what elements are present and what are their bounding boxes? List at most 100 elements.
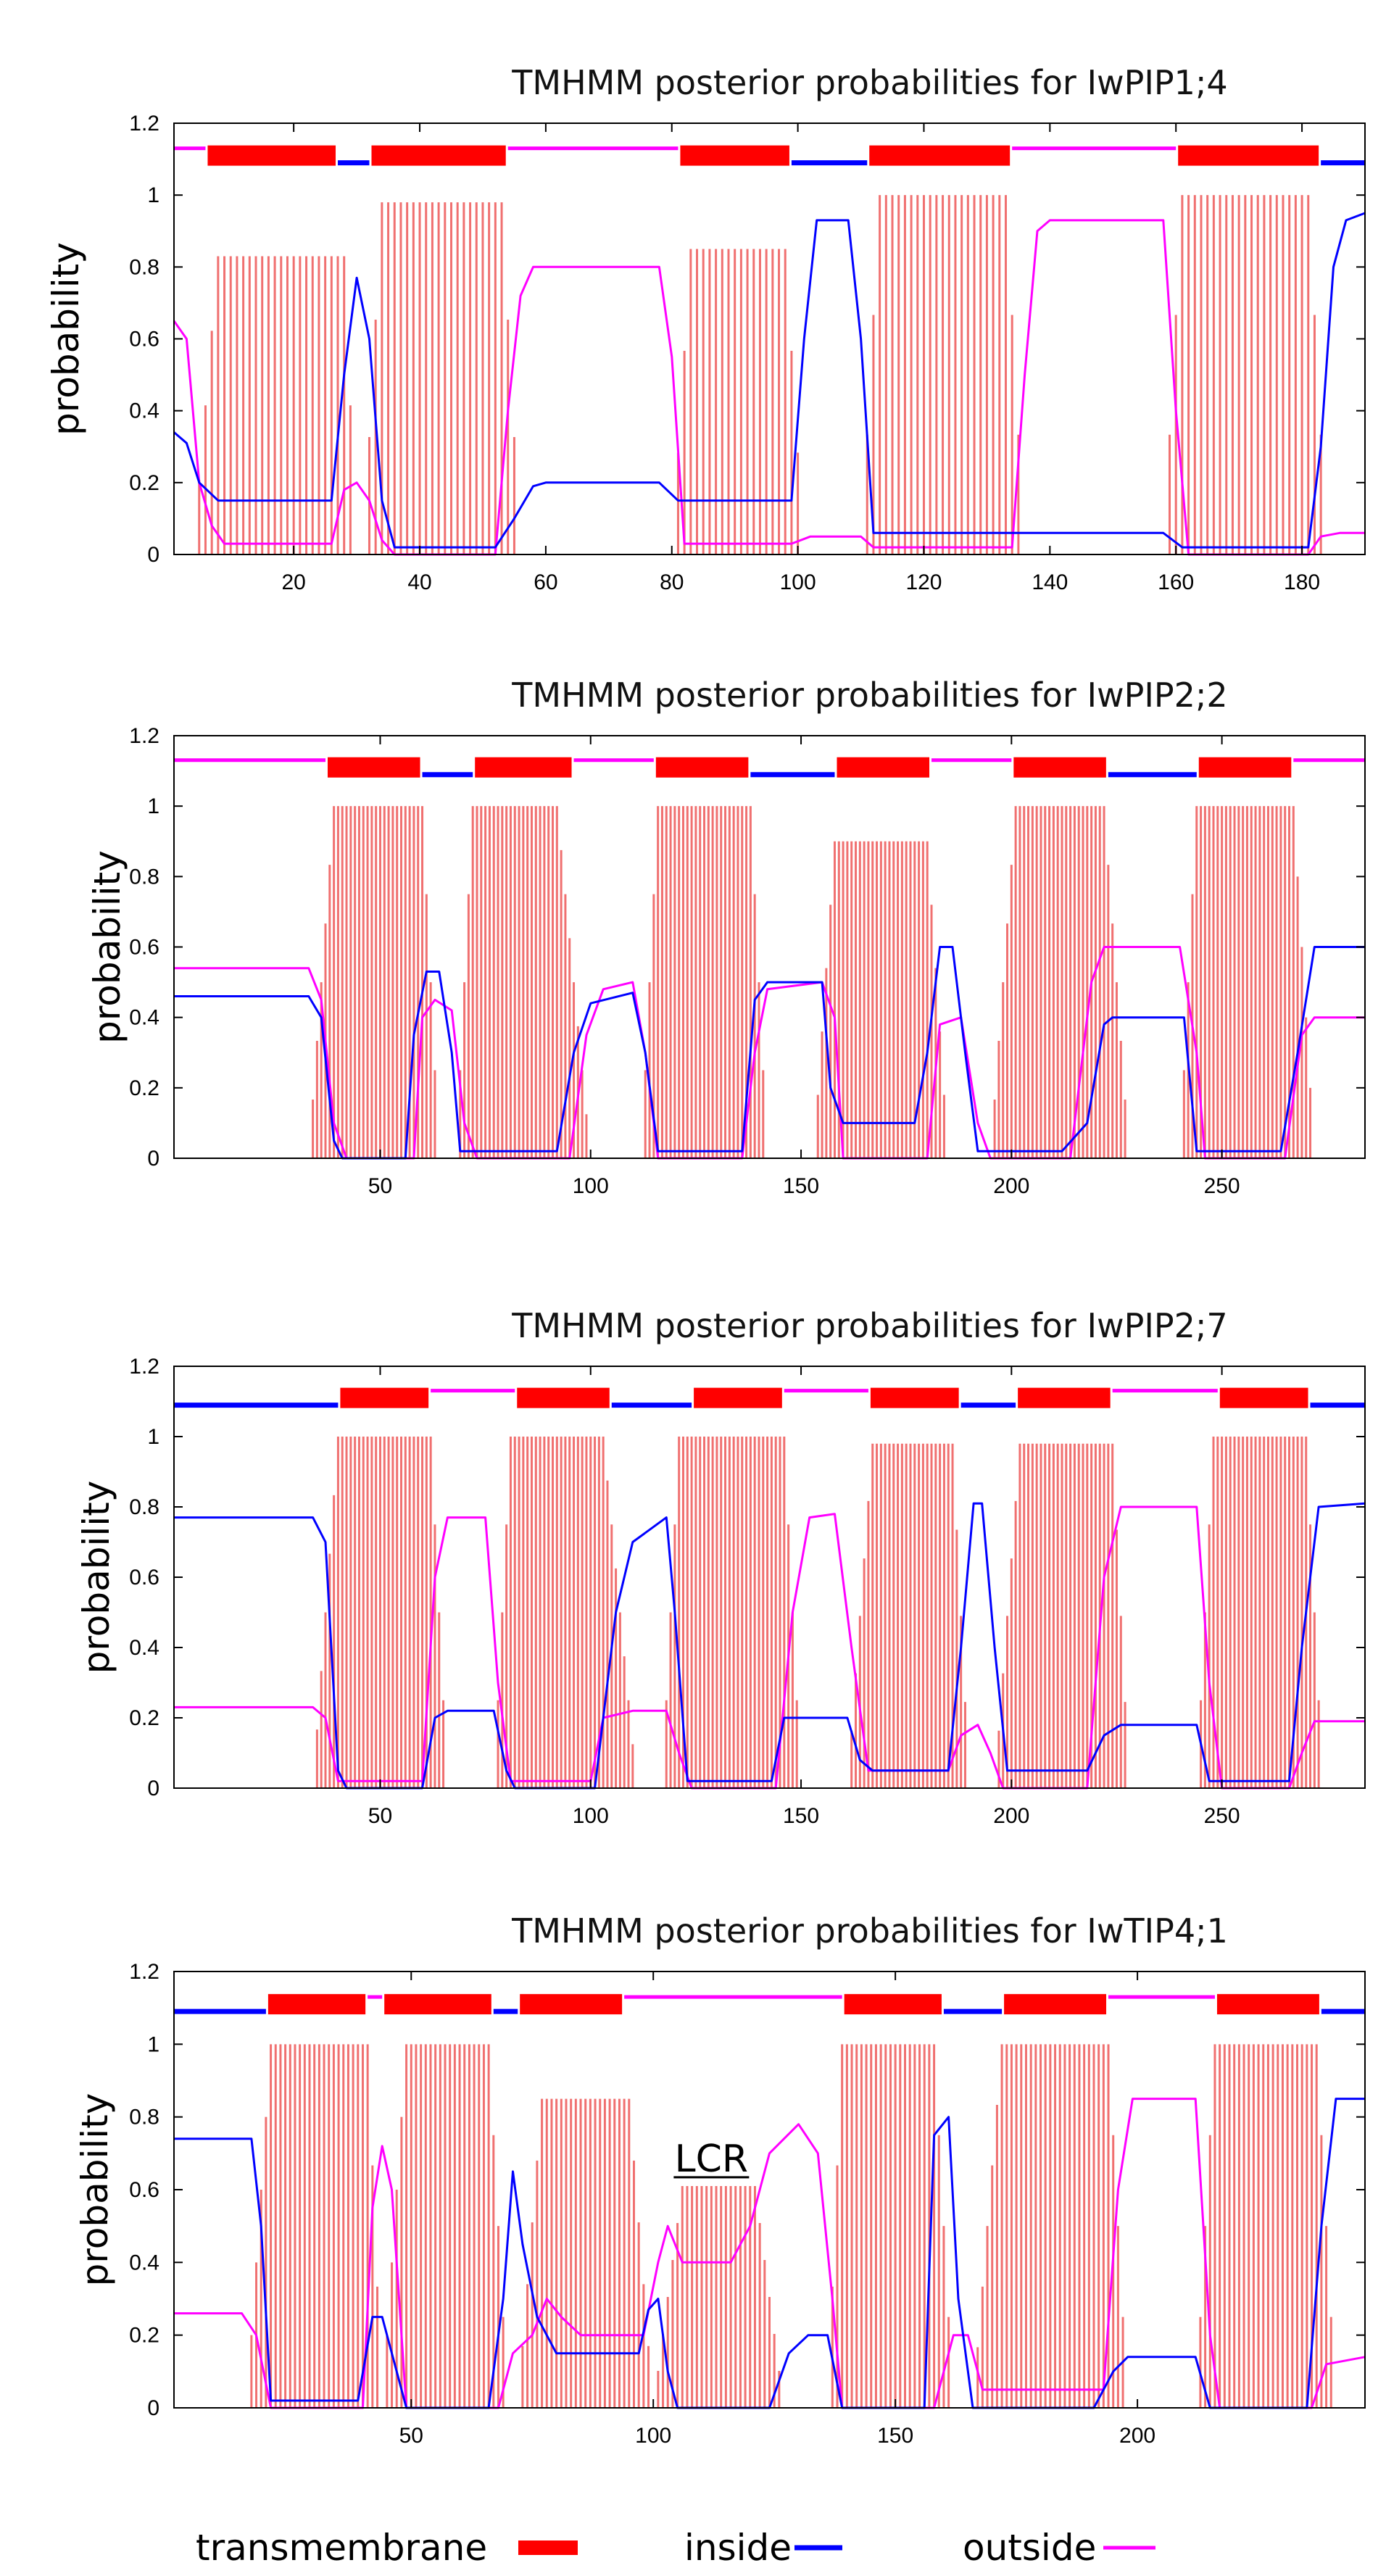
- x-tick-label: 100: [573, 1804, 609, 1828]
- inside-probability-line: [174, 946, 1365, 1160]
- y-tick-label: 1.2: [129, 112, 159, 136]
- y-tick-label: 0.8: [129, 255, 159, 279]
- x-tick-label: 180: [1284, 570, 1320, 594]
- topology-segment-transmembrane: [694, 1387, 782, 1408]
- y-tick-label: 1: [147, 183, 159, 207]
- x-tick-label: 80: [660, 570, 684, 594]
- x-tick-label: 100: [635, 2424, 671, 2448]
- outside-probability-line: [174, 2098, 1366, 2409]
- y-tick-label: 0.4: [129, 1006, 159, 1030]
- topology-segment-transmembrane: [1216, 1994, 1319, 2015]
- y-tick-label: 0.2: [129, 1076, 159, 1100]
- legend-swatch-transmembrane: [518, 2540, 578, 2555]
- y-tick-label: 1: [147, 2032, 159, 2056]
- chart-title: TMHMM posterior probabilities for IwPIP2…: [511, 1306, 1227, 1345]
- y-tick-label: 0.4: [129, 1636, 159, 1660]
- y-axis-label: probability: [74, 2093, 116, 2287]
- y-tick-label: 0.4: [129, 399, 159, 423]
- y-tick-label: 1.2: [129, 1960, 159, 1984]
- x-tick-label: 120: [905, 570, 942, 594]
- topology-segment-transmembrane: [475, 757, 572, 778]
- topology-segment-transmembrane: [870, 1387, 959, 1408]
- x-tick-label: 140: [1032, 570, 1068, 594]
- tm-probability-bars: [198, 195, 1322, 554]
- topology-segment-transmembrane: [340, 1387, 429, 1408]
- x-tick-label: 50: [368, 1804, 392, 1828]
- x-tick-label: 250: [1204, 1804, 1240, 1828]
- chart-panel-iwpip2-7: TMHMM posterior probabilities for IwPIP2…: [75, 1306, 1366, 1828]
- topology-segment-transmembrane: [267, 1994, 366, 2015]
- topology-segment-transmembrane: [1178, 145, 1319, 166]
- chart-title: TMHMM posterior probabilities for IwPIP1…: [511, 63, 1227, 102]
- legend-label-inside: inside: [684, 2527, 792, 2569]
- inside-probability-line: [174, 1502, 1366, 1790]
- y-tick-label: 0.2: [129, 471, 159, 495]
- chart-panel-iwpip1-4: TMHMM posterior probabilities for IwPIP1…: [45, 63, 1366, 594]
- legend-label-transmembrane: transmembrane: [196, 2527, 487, 2569]
- y-tick-label: 0: [147, 2396, 159, 2420]
- plot-frame: [173, 122, 1366, 555]
- lcr-annotation: LCR: [675, 2137, 748, 2181]
- x-tick-label: 150: [877, 2424, 913, 2448]
- x-tick-label: 40: [407, 570, 431, 594]
- x-tick-label: 250: [1204, 1174, 1240, 1198]
- inside-probability-line: [173, 212, 1366, 549]
- y-tick-label: 0: [147, 543, 159, 567]
- topology-segment-transmembrane: [680, 145, 789, 166]
- tm-probability-bars: [250, 2044, 1332, 2408]
- y-tick-label: 0.4: [129, 2251, 159, 2274]
- topology-segment-transmembrane: [1219, 1387, 1308, 1408]
- topology-segment-transmembrane: [371, 145, 506, 166]
- topology-segment-transmembrane: [328, 757, 420, 778]
- topology-segment-transmembrane: [1004, 1994, 1107, 2015]
- y-axis-label: probability: [75, 1481, 117, 1674]
- y-tick-label: 0.8: [129, 865, 159, 889]
- topology-segment-transmembrane: [1018, 1387, 1111, 1408]
- x-tick-label: 200: [993, 1804, 1029, 1828]
- y-tick-label: 1.2: [129, 724, 159, 748]
- tm-probability-bars: [312, 806, 1312, 1158]
- topology-segment-transmembrane: [1013, 757, 1106, 778]
- topology-segment-transmembrane: [1198, 757, 1292, 778]
- topology-track: [174, 1994, 1365, 2015]
- topology-segment-transmembrane: [207, 145, 336, 166]
- x-tick-label: 100: [573, 1174, 609, 1198]
- topology-track: [174, 145, 1365, 166]
- x-tick-label: 50: [399, 2424, 423, 2448]
- y-tick-label: 0.2: [129, 1706, 159, 1730]
- y-tick-label: 0.8: [129, 2106, 159, 2130]
- y-axis-label: probability: [86, 850, 128, 1044]
- topology-track: [174, 757, 1365, 778]
- y-tick-label: 0.6: [129, 328, 159, 352]
- outside-probability-line: [174, 946, 1365, 1160]
- chart-title: TMHMM posterior probabilities for IwPIP2…: [511, 676, 1227, 715]
- x-tick-label: 150: [783, 1174, 819, 1198]
- topology-track: [174, 1387, 1365, 1408]
- y-tick-label: 0: [147, 1777, 159, 1800]
- y-tick-label: 1: [147, 794, 159, 818]
- x-tick-label: 60: [534, 570, 557, 594]
- outside-probability-line: [174, 1505, 1365, 1790]
- legend-label-outside: outside: [963, 2527, 1096, 2569]
- outside-probability-line: [173, 219, 1365, 556]
- tm-probability-bars: [315, 1437, 1320, 1788]
- y-tick-label: 0.6: [129, 2178, 159, 2202]
- topology-segment-transmembrane: [844, 1994, 942, 2015]
- legend: transmembrane inside outside: [196, 2527, 1155, 2569]
- x-tick-label: 50: [368, 1174, 392, 1198]
- y-tick-label: 0.8: [129, 1495, 159, 1519]
- topology-segment-transmembrane: [655, 757, 749, 778]
- y-tick-label: 1.2: [129, 1355, 159, 1379]
- plot-frame: [173, 735, 1366, 1159]
- x-tick-label: 150: [783, 1804, 819, 1828]
- y-tick-label: 0.6: [129, 936, 159, 960]
- chart-title: TMHMM posterior probabilities for IwTIP4…: [511, 1911, 1228, 1950]
- x-tick-label: 200: [1119, 2424, 1155, 2448]
- y-axis-label: probability: [45, 242, 87, 436]
- y-tick-label: 0.6: [129, 1566, 159, 1590]
- x-tick-label: 100: [780, 570, 816, 594]
- x-tick-label: 200: [993, 1174, 1029, 1198]
- y-tick-label: 0: [147, 1147, 159, 1171]
- y-tick-label: 0.2: [129, 2324, 159, 2348]
